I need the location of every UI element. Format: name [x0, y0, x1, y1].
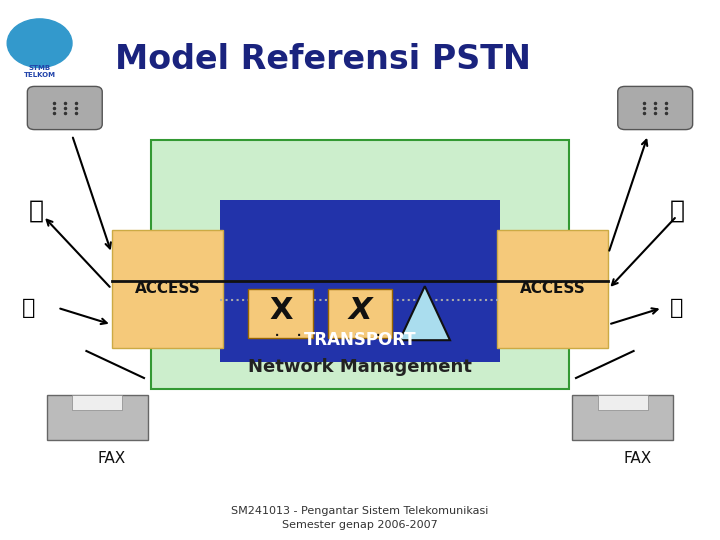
FancyBboxPatch shape [618, 86, 693, 130]
FancyBboxPatch shape [72, 395, 122, 410]
Text: TRANSPORT: TRANSPORT [304, 331, 416, 349]
Text: 🖥: 🖥 [22, 298, 35, 318]
FancyBboxPatch shape [112, 230, 223, 348]
Text: SM241013 - Pengantar Sistem Telekomunikasi
Semester genap 2006-2007: SM241013 - Pengantar Sistem Telekomunika… [231, 507, 489, 530]
Text: .: . [375, 321, 381, 340]
Circle shape [7, 19, 72, 68]
Text: Network Management: Network Management [248, 358, 472, 376]
FancyBboxPatch shape [151, 140, 569, 389]
FancyBboxPatch shape [27, 86, 102, 130]
Text: 📱: 📱 [29, 199, 44, 222]
Text: 🖥: 🖥 [670, 298, 683, 318]
Text: .: . [354, 321, 359, 340]
FancyBboxPatch shape [328, 289, 392, 338]
Text: ACCESS: ACCESS [135, 281, 200, 296]
FancyBboxPatch shape [47, 395, 148, 440]
Text: 📱: 📱 [670, 199, 685, 222]
Text: FAX: FAX [623, 451, 652, 466]
Text: STMB
TELKOM: STMB TELKOM [24, 65, 55, 78]
FancyBboxPatch shape [220, 200, 500, 362]
FancyBboxPatch shape [248, 289, 313, 338]
FancyBboxPatch shape [572, 395, 673, 440]
Text: FAX: FAX [97, 451, 126, 466]
FancyBboxPatch shape [497, 230, 608, 348]
Text: Model Referensi PSTN: Model Referensi PSTN [115, 43, 531, 76]
FancyBboxPatch shape [598, 395, 648, 410]
Text: .: . [274, 321, 280, 340]
Polygon shape [400, 286, 450, 340]
Text: X: X [348, 296, 372, 325]
Text: .: . [296, 321, 302, 340]
Text: X: X [269, 296, 292, 325]
Text: ACCESS: ACCESS [520, 281, 585, 296]
